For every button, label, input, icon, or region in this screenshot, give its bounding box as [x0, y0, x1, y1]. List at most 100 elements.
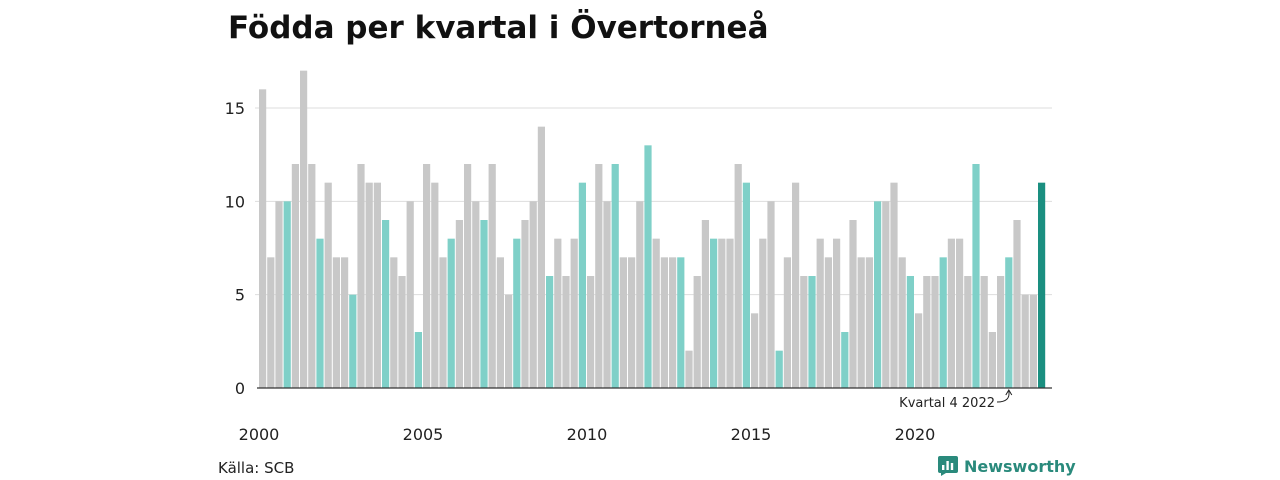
- bar-2014-q4: [742, 182, 750, 388]
- bar-2007-q4: [513, 238, 521, 388]
- bar-2012-q3: [669, 257, 677, 388]
- bar-2002-q3: [341, 257, 349, 388]
- bar-2018-q4: [874, 201, 882, 388]
- bar-2011-q4: [644, 145, 652, 388]
- bar-2014-q3: [734, 164, 742, 388]
- bar-2001-q4: [316, 238, 324, 388]
- bar-2012-q1: [652, 238, 660, 388]
- bar-2005-q2: [431, 182, 439, 388]
- brand-logo[interactable]: Newsworthy: [938, 456, 1076, 476]
- bar-2022-q3: [997, 276, 1005, 388]
- bar-2015-q2: [759, 238, 767, 388]
- bar-2000-q1: [259, 89, 267, 388]
- bar-2006-q3: [472, 201, 480, 388]
- bar-2023-q3: [1029, 294, 1037, 388]
- bar-2017-q4: [841, 332, 849, 388]
- bar-2019-q2: [890, 182, 898, 388]
- bar-2021-q3: [964, 276, 972, 388]
- bar-2008-q3: [537, 126, 545, 389]
- bar-2005-q1: [423, 164, 431, 388]
- bar-2008-q2: [529, 201, 537, 388]
- bar-2001-q2: [300, 70, 308, 389]
- bar-2019-q3: [898, 257, 906, 388]
- bar-2016-q2: [792, 182, 800, 388]
- bar-2016-q4: [808, 276, 816, 388]
- x-tick-label: 2010: [567, 425, 608, 444]
- bar-2012-q2: [660, 257, 668, 388]
- bar-2009-q2: [562, 276, 570, 388]
- bar-2011-q3: [636, 201, 644, 388]
- bar-2011-q1: [619, 257, 627, 388]
- bar-2017-q1: [816, 238, 824, 388]
- bar-2005-q4: [447, 238, 455, 388]
- bar-2010-q1: [587, 276, 595, 388]
- bar-2004-q3: [406, 201, 414, 388]
- bar-2021-q2: [956, 238, 964, 388]
- bar-2003-q2: [365, 182, 373, 388]
- bar-2021-q4: [972, 164, 980, 388]
- x-tick-label: 2005: [403, 425, 444, 444]
- bar-2020-q4: [939, 257, 947, 388]
- bar-2023-q2: [1021, 294, 1029, 388]
- bar-2019-q4: [906, 276, 914, 388]
- bar-2015-q1: [751, 313, 759, 388]
- bar-2001-q1: [291, 164, 299, 388]
- bar-2016-q1: [783, 257, 791, 388]
- x-tick-label: 2000: [239, 425, 280, 444]
- x-tick-label: 2015: [731, 425, 772, 444]
- bar-2007-q1: [488, 164, 496, 388]
- bar-2023-q1: [1013, 220, 1021, 388]
- bar-2011-q2: [628, 257, 636, 388]
- bar-2023-q4: [1038, 182, 1046, 388]
- bar-2020-q2: [923, 276, 931, 388]
- annotation-arrow: [996, 390, 1010, 403]
- bar-2009-q3: [570, 238, 578, 388]
- annotation-label: Kvartal 4 2022: [899, 396, 995, 411]
- bar-2018-q3: [865, 257, 873, 388]
- bar-2003-q4: [382, 220, 390, 388]
- bar-2013-q3: [701, 220, 709, 388]
- bar-2016-q3: [800, 276, 808, 388]
- bar-2000-q3: [275, 201, 283, 388]
- annotation-arrowhead: [1005, 389, 1013, 396]
- y-tick-label: 0: [235, 379, 245, 398]
- bar-2020-q3: [931, 276, 939, 388]
- bar-2002-q2: [332, 257, 340, 388]
- bar-2014-q1: [718, 238, 726, 388]
- y-tick-label: 5: [235, 286, 245, 305]
- bar-2013-q2: [693, 276, 701, 388]
- bar-2004-q1: [390, 257, 398, 388]
- bar-2017-q2: [824, 257, 832, 388]
- y-tick-label: 15: [225, 99, 245, 118]
- bar-2000-q4: [283, 201, 291, 388]
- bar-2007-q2: [496, 257, 504, 388]
- bar-2015-q3: [767, 201, 775, 388]
- bar-2007-q3: [505, 294, 513, 388]
- brand-name: Newsworthy: [964, 456, 1076, 476]
- bar-2010-q3: [603, 201, 611, 388]
- y-tick-label: 10: [225, 192, 245, 211]
- bar-2004-q2: [398, 276, 406, 388]
- bar-2013-q1: [685, 350, 693, 388]
- newsworthy-logo-icon: [938, 456, 958, 476]
- bar-2004-q4: [414, 332, 422, 388]
- bar-2009-q1: [554, 238, 562, 388]
- bar-2020-q1: [915, 313, 923, 388]
- bar-2006-q1: [455, 220, 463, 388]
- bar-2009-q4: [578, 182, 586, 388]
- bar-2002-q4: [349, 294, 357, 388]
- bar-2010-q2: [595, 164, 603, 388]
- bar-2013-q4: [710, 238, 718, 388]
- bar-2022-q4: [1005, 257, 1013, 388]
- x-tick-label: 2020: [895, 425, 936, 444]
- source-note: Källa: SCB: [218, 459, 295, 477]
- bar-2022-q2: [988, 332, 996, 388]
- bar-2001-q3: [308, 164, 316, 388]
- bar-2021-q1: [947, 238, 955, 388]
- bar-2003-q1: [357, 164, 365, 388]
- bar-2006-q4: [480, 220, 488, 388]
- bar-2008-q4: [546, 276, 554, 388]
- bar-2014-q2: [726, 238, 734, 388]
- bar-2022-q1: [980, 276, 988, 388]
